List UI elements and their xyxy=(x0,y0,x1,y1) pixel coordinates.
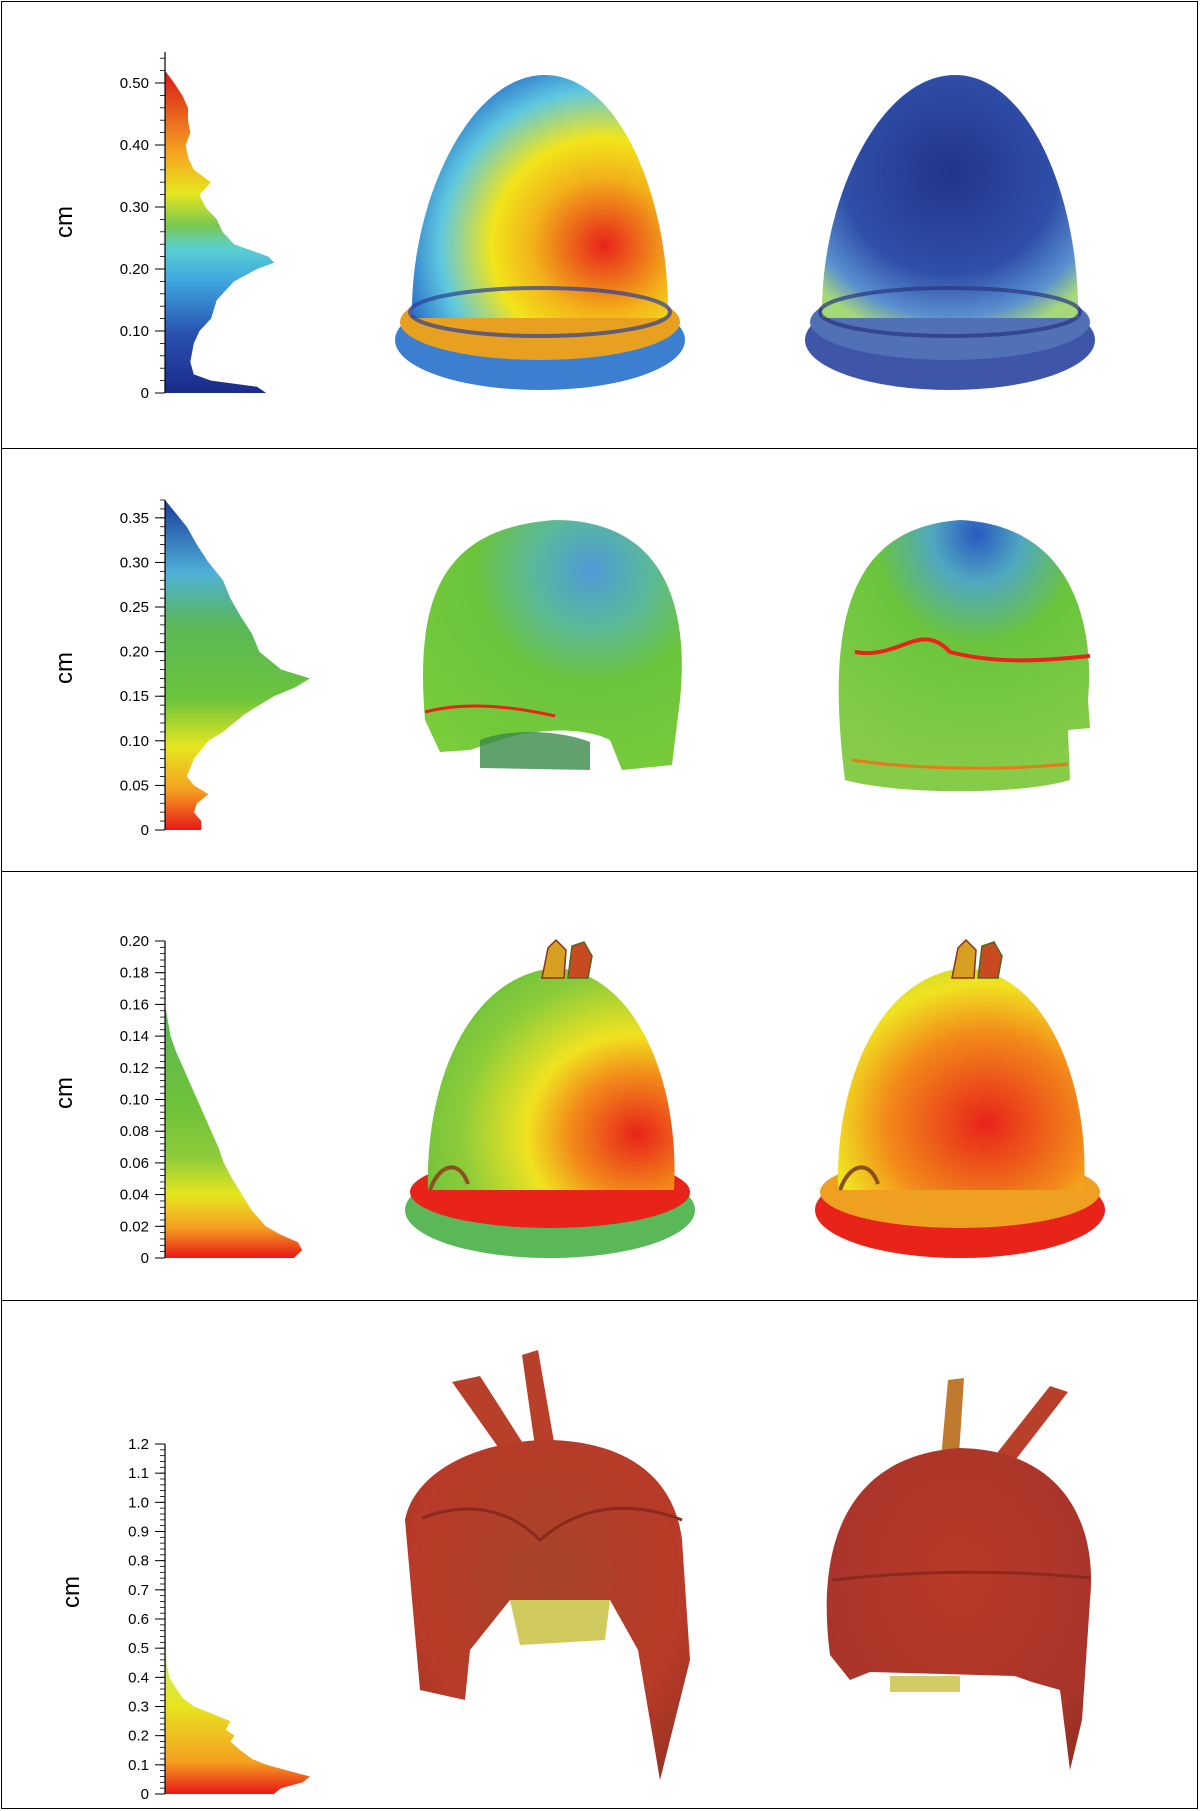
tick-label: 0.30 xyxy=(120,554,149,571)
tick-label: 0.02 xyxy=(120,1218,149,1235)
tick-label: 0.20 xyxy=(120,261,149,278)
tick-label: 0 xyxy=(141,822,149,839)
tick-label: 0.30 xyxy=(120,199,149,216)
tick-label: 0.20 xyxy=(120,644,149,661)
helmet-rendering xyxy=(395,75,685,390)
tick-label: 1.2 xyxy=(128,1436,149,1453)
tick-label: 0.50 xyxy=(120,75,149,92)
histogram-fill xyxy=(165,1473,310,1794)
tick-label: 0.7 xyxy=(128,1582,149,1599)
helmet-rendering xyxy=(405,1350,690,1780)
tick-label: 0.06 xyxy=(120,1155,149,1172)
tick-label: 0.9 xyxy=(128,1524,149,1541)
tick-label: 0.40 xyxy=(120,137,149,154)
tick-label: 0.18 xyxy=(120,965,149,982)
histogram-chart: 0 0.1 0.2 0.3 0.4 0.5 0.6 0.7 0.8 0.9 1.0 1.1 1.2 cm xyxy=(58,1436,310,1803)
y-axis-label: cm xyxy=(58,1576,85,1608)
histogram-chart: 0 0.10 0.20 0.30 0.40 0.50 cm xyxy=(51,52,275,402)
histogram-chart: 0 0.05 0.10 0.15 0.20 0.25 0.30 0.35 cm xyxy=(51,499,310,839)
tick-label: 0.14 xyxy=(120,1028,149,1045)
tick-label: 0.8 xyxy=(128,1553,149,1570)
tick-label: 1.0 xyxy=(128,1494,149,1511)
tick-label: 0 xyxy=(141,385,149,402)
tick-label: 0.5 xyxy=(128,1640,149,1657)
histogram-fill xyxy=(165,1004,303,1258)
tick-label: 0.08 xyxy=(120,1123,149,1140)
helmet-rendering xyxy=(405,938,695,1258)
tick-label: 0.15 xyxy=(120,688,149,705)
tick-label: 0.16 xyxy=(120,996,149,1013)
histogram-chart: 0 0.02 0.04 0.06 0.08 0.10 0.12 0.14 0.16 0.18 0.2… xyxy=(51,933,303,1267)
histogram-fill xyxy=(165,500,310,830)
y-axis-label: cm xyxy=(51,652,78,684)
histogram-fill xyxy=(165,70,275,393)
tick-label: 0.2 xyxy=(128,1728,149,1745)
helmet-rendering xyxy=(838,520,1091,792)
tick-label: 0.35 xyxy=(120,510,149,527)
tick-label: 0.1 xyxy=(128,1757,149,1774)
tick-label: 0.10 xyxy=(120,733,149,750)
helmet-rendering xyxy=(805,75,1095,390)
y-axis-label: cm xyxy=(51,1077,78,1109)
tick-label: 0.12 xyxy=(120,1060,149,1077)
tick-label: 0.20 xyxy=(120,933,149,950)
y-axis-label: cm xyxy=(51,206,78,238)
tick-label: 0.25 xyxy=(120,599,149,616)
helmet-rendering xyxy=(815,938,1105,1258)
tick-label: 1.1 xyxy=(128,1465,149,1482)
tick-label: 0.10 xyxy=(120,323,149,340)
helmet-rendering xyxy=(826,1378,1092,1770)
tick-label: 0 xyxy=(141,1250,149,1267)
tick-label: 0.6 xyxy=(128,1611,149,1628)
helmet-rendering xyxy=(422,520,682,770)
tick-label: 0.05 xyxy=(120,777,149,794)
tick-label: 0.3 xyxy=(128,1699,149,1716)
tick-label: 0.4 xyxy=(128,1669,149,1686)
tick-label: 0.10 xyxy=(120,1092,149,1109)
tick-label: 0.04 xyxy=(120,1187,149,1204)
tick-label: 0 xyxy=(141,1786,149,1803)
